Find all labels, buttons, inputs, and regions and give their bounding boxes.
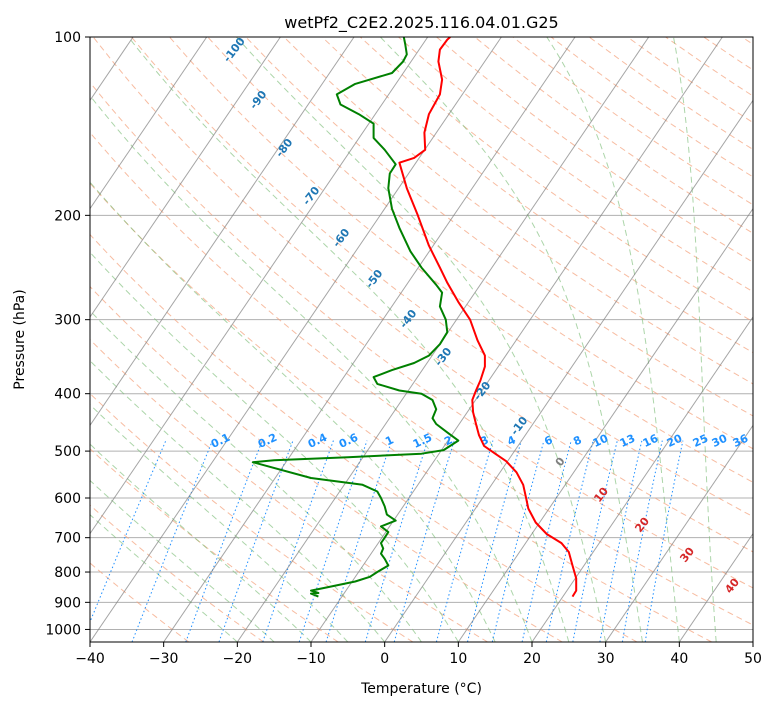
- dry-adiabat: [90, 285, 563, 642]
- mixing-ratio-line: [572, 440, 618, 642]
- y-tick-label: 500: [54, 444, 81, 460]
- plot-frame: [89, 36, 754, 643]
- moist-adiabat: [90, 309, 422, 642]
- moist-adiabat: [673, 37, 717, 642]
- moist-adiabat: [90, 181, 496, 642]
- x-tick-label: 20: [523, 651, 541, 667]
- y-tick-label: 300: [54, 313, 81, 329]
- dewpoint-line: [251, 37, 460, 598]
- y-axis-ticks: 100 200 300 400 500 600 700 800 900 1000: [45, 30, 90, 638]
- mixing-ratio-label: 25: [691, 432, 710, 450]
- plot-area: -100-90-80-70-60-50-40-30-20-10010203040…: [90, 37, 753, 642]
- x-tick-label: −10: [296, 651, 326, 667]
- isotherm-line: [90, 37, 208, 210]
- mixing-ratio-line: [262, 440, 334, 642]
- moist-adiabat: [90, 94, 533, 642]
- dry-adiabat: [283, 37, 753, 385]
- isotherm-line: [90, 37, 281, 318]
- mixing-ratio-label: 20: [665, 432, 685, 450]
- mixing-ratio-line: [644, 440, 684, 642]
- isotherm-line: [90, 37, 355, 427]
- isotherm-line: [605, 424, 753, 642]
- mixing-ratio-label: 10: [591, 432, 611, 450]
- y-tick-label: 200: [54, 208, 81, 224]
- mixing-ratio-line: [491, 440, 545, 642]
- moist-adiabat: [128, 37, 570, 642]
- moist-adiabats: [90, 37, 717, 642]
- dry-adiabat: [359, 37, 753, 323]
- moist-adiabat: [90, 360, 386, 642]
- moist-adiabat: [90, 479, 275, 642]
- y-tick-label: 100: [54, 30, 81, 46]
- mixing-ratio-line: [599, 440, 643, 642]
- mixing-ratio-label: 30: [710, 432, 730, 450]
- moist-adiabat: [546, 37, 680, 642]
- y-tick-label: 600: [54, 491, 81, 507]
- isotherm-line: [457, 207, 753, 642]
- x-tick-label: 40: [670, 651, 688, 667]
- mixing-ratio-line: [90, 440, 167, 624]
- mixing-ratio-line: [467, 440, 522, 642]
- mixing-ratio-line: [621, 440, 663, 642]
- x-tick-label: −30: [149, 651, 179, 667]
- dry-adiabat: [131, 37, 753, 518]
- temperature-line: [398, 37, 578, 598]
- isotherm-line: [310, 37, 723, 642]
- mixing-ratio-label: 36: [731, 432, 751, 450]
- x-tick-label: 10: [449, 651, 467, 667]
- pressure-gridlines: [90, 37, 753, 630]
- mixing-ratio-line: [545, 440, 594, 642]
- dry-adiabats: [90, 37, 753, 642]
- dry-adiabat: [90, 131, 753, 626]
- dry-adiabat: [321, 37, 753, 354]
- mixing-ratio-label: 16: [641, 432, 661, 450]
- isotherm-line: [90, 37, 502, 642]
- y-tick-label: 1000: [45, 622, 81, 638]
- y-axis-label: Pressure (hPa): [12, 289, 28, 389]
- dry-adiabat: [90, 81, 753, 589]
- moist-adiabat: [90, 514, 238, 642]
- x-tick-label: 50: [744, 651, 762, 667]
- moist-adiabat: [379, 37, 643, 642]
- x-tick-label: 30: [597, 651, 615, 667]
- y-tick-label: 800: [54, 565, 81, 581]
- moist-adiabat: [236, 37, 607, 642]
- x-tick-label: −20: [223, 651, 253, 667]
- mixing-ratio-line: [218, 440, 294, 642]
- sounding-profiles: [251, 37, 578, 598]
- x-tick-label: −40: [75, 651, 105, 667]
- y-tick-label: 400: [54, 387, 81, 403]
- mixing-ratio-line: [364, 440, 429, 642]
- isotherm-line: [163, 37, 576, 642]
- isotherm-line: [90, 37, 429, 535]
- mixing-ratio-line: [521, 440, 572, 642]
- isotherm-line: [678, 532, 753, 642]
- isotherm-line: [384, 99, 753, 642]
- x-axis-ticks: −40 −30 −20 −10 0 10 20 30 40 50: [75, 642, 762, 667]
- mixing-ratio-label: 13: [618, 432, 637, 450]
- mixing-ratio-lines: [90, 440, 684, 642]
- x-axis-label: Temperature (°C): [360, 681, 482, 697]
- x-tick-label: 0: [380, 651, 389, 667]
- y-tick-label: 700: [54, 531, 81, 547]
- y-tick-label: 900: [54, 595, 81, 611]
- dry-adiabat: [169, 37, 753, 483]
- isotherm-line: [531, 316, 753, 642]
- dry-adiabat: [90, 504, 264, 642]
- chart-title: wetPf2_C2E2.2025.116.04.01.G25: [284, 13, 558, 33]
- mixing-ratio-line: [435, 440, 494, 642]
- dry-adiabat: [90, 233, 638, 642]
- dry-adiabat: [90, 182, 712, 642]
